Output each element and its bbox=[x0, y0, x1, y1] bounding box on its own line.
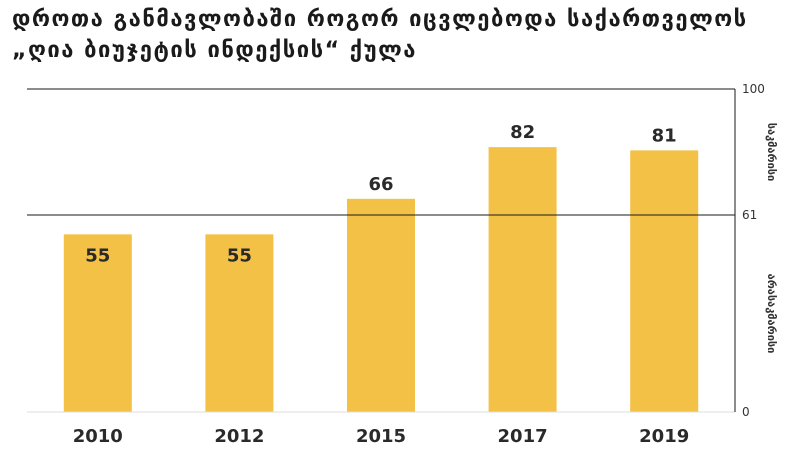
data-label-2015: 66 bbox=[368, 174, 393, 195]
y-tick-label-61: 61 bbox=[742, 208, 757, 222]
x-tick-label-2017: 2017 bbox=[498, 426, 548, 447]
x-tick-label-2010: 2010 bbox=[73, 426, 123, 447]
y-tick-label-100: 100 bbox=[742, 82, 765, 96]
bar-2012 bbox=[205, 234, 274, 412]
bar-2010 bbox=[63, 234, 132, 412]
data-label-2010: 55 bbox=[85, 245, 110, 266]
zone-label-upper: საკმარისი bbox=[765, 123, 778, 182]
bar-2019 bbox=[630, 150, 699, 412]
bar-2015 bbox=[347, 198, 415, 412]
x-tick-label-2012: 2012 bbox=[214, 426, 264, 447]
y-tick-label-0: 0 bbox=[742, 405, 750, 419]
data-label-2012: 55 bbox=[227, 245, 252, 266]
x-tick-label-2015: 2015 bbox=[356, 426, 406, 447]
chart-title: დროთა განმავლობაში როგორ იცვლებოდა საქარ… bbox=[12, 4, 792, 66]
chart-title-line-2: „ღია ბიუჯეტის ინდექსის“ ქულა bbox=[12, 38, 417, 63]
data-label-2019: 81 bbox=[652, 125, 677, 146]
data-label-2017: 82 bbox=[510, 122, 535, 143]
bar-2017 bbox=[488, 147, 557, 412]
chart-title-line-1: დროთა განმავლობაში როგორ იცვლებოდა საქარ… bbox=[12, 7, 748, 32]
x-tick-label-2019: 2019 bbox=[639, 426, 689, 447]
zone-label-lower: არასაკმარისი bbox=[765, 274, 778, 354]
